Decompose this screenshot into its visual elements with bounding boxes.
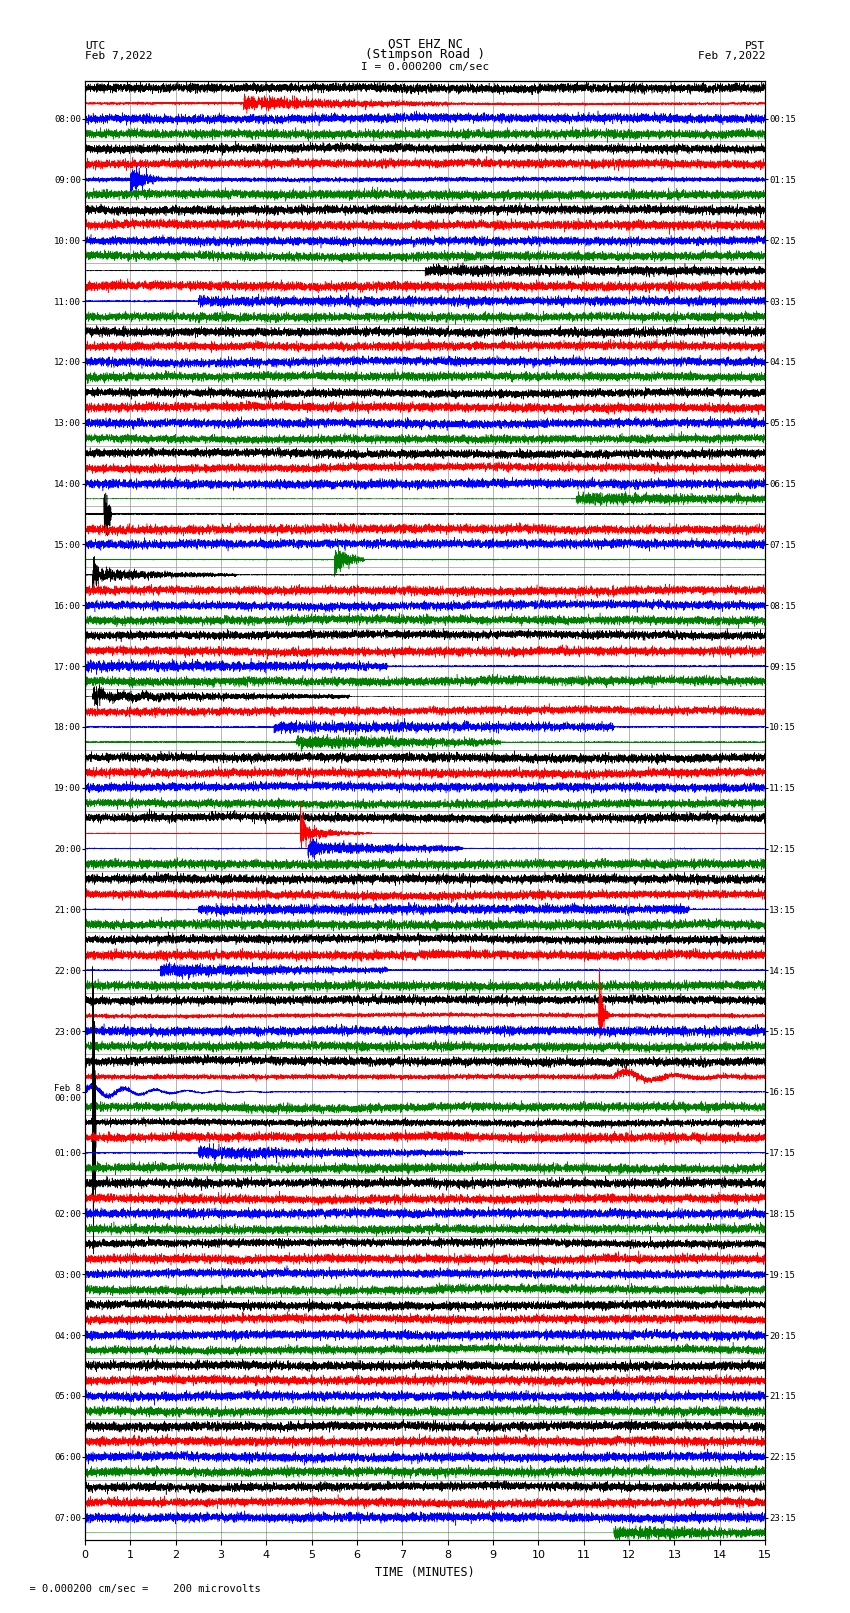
- Text: I = 0.000200 cm/sec: I = 0.000200 cm/sec: [361, 61, 489, 71]
- Text: UTC: UTC: [85, 40, 105, 50]
- Text: (Stimpson Road ): (Stimpson Road ): [365, 48, 485, 61]
- Text: = 0.000200 cm/sec =    200 microvolts: = 0.000200 cm/sec = 200 microvolts: [17, 1584, 261, 1594]
- Text: Feb 7,2022: Feb 7,2022: [698, 52, 765, 61]
- Text: OST EHZ NC: OST EHZ NC: [388, 37, 462, 50]
- X-axis label: TIME (MINUTES): TIME (MINUTES): [375, 1566, 475, 1579]
- Text: Feb 7,2022: Feb 7,2022: [85, 52, 152, 61]
- Text: PST: PST: [745, 40, 765, 50]
